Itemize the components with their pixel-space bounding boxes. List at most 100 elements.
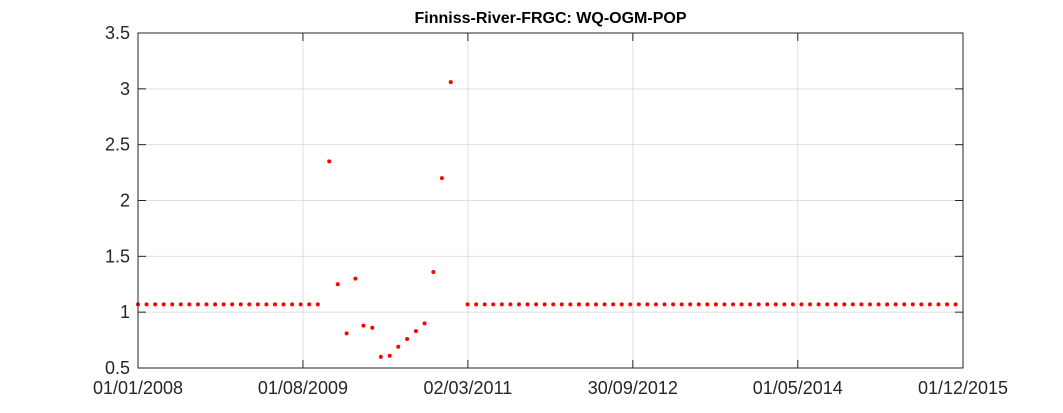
data-point — [247, 302, 252, 307]
data-point — [290, 302, 295, 307]
x-tick-label: 01/12/2015 — [918, 378, 1008, 398]
data-point — [679, 302, 684, 307]
data-point — [516, 302, 521, 307]
data-point — [204, 302, 209, 307]
data-point — [534, 302, 539, 307]
axis-ticks — [137, 32, 964, 369]
data-point — [281, 302, 286, 307]
data-point — [611, 302, 616, 307]
data-point — [327, 159, 332, 164]
data-point — [264, 302, 269, 307]
data-point — [315, 302, 320, 307]
y-tick-label: 1.5 — [105, 246, 130, 266]
data-point — [825, 302, 830, 307]
data-point — [378, 354, 383, 359]
data-point — [594, 302, 599, 307]
y-tick-label: 2 — [120, 191, 130, 211]
data-point — [195, 302, 200, 307]
x-tick-label: 01/01/2008 — [93, 378, 183, 398]
data-point — [508, 302, 513, 307]
data-point — [885, 302, 890, 307]
data-points — [136, 80, 958, 359]
data-point — [335, 282, 340, 287]
x-tick-label: 02/03/2011 — [424, 378, 513, 398]
data-point — [170, 302, 175, 307]
data-point — [272, 302, 277, 307]
data-point — [344, 331, 349, 336]
data-point — [756, 302, 761, 307]
data-point — [867, 302, 872, 307]
data-point — [255, 302, 260, 307]
y-tick-label: 2.5 — [105, 135, 130, 155]
data-point — [396, 344, 401, 349]
data-point — [559, 302, 564, 307]
data-point — [645, 302, 650, 307]
data-point — [628, 302, 633, 307]
data-point — [585, 302, 590, 307]
data-point — [353, 276, 358, 281]
data-point — [739, 302, 744, 307]
data-point — [842, 302, 847, 307]
data-point — [542, 302, 547, 307]
data-point — [499, 302, 504, 307]
x-tick-label: 01/05/2014 — [753, 378, 843, 398]
y-tick-label: 0.5 — [105, 358, 130, 378]
data-point — [790, 302, 795, 307]
data-point — [602, 302, 607, 307]
data-point — [927, 302, 932, 307]
data-point — [893, 302, 898, 307]
data-point — [859, 302, 864, 307]
data-point — [782, 302, 787, 307]
data-point — [551, 302, 556, 307]
data-point — [919, 302, 924, 307]
data-point — [936, 302, 941, 307]
data-point — [370, 325, 375, 330]
data-point — [221, 302, 226, 307]
y-tick-label: 3.5 — [105, 23, 130, 43]
data-point — [474, 302, 479, 307]
x-tick-label: 01/08/2009 — [258, 378, 348, 398]
data-point — [705, 302, 710, 307]
data-point — [953, 302, 958, 307]
data-point — [722, 302, 727, 307]
data-point — [405, 336, 410, 341]
data-point — [161, 302, 166, 307]
data-point — [230, 302, 235, 307]
data-point — [799, 302, 804, 307]
data-point — [465, 302, 470, 307]
data-point — [808, 302, 813, 307]
data-point — [576, 302, 581, 307]
data-point — [653, 302, 658, 307]
data-point — [238, 302, 243, 307]
data-point — [525, 302, 530, 307]
data-point — [688, 302, 693, 307]
data-point — [945, 302, 950, 307]
data-point — [568, 302, 573, 307]
data-point — [619, 302, 624, 307]
data-point — [178, 302, 183, 307]
data-point — [482, 302, 487, 307]
data-point — [910, 302, 915, 307]
x-tick-label: 30/09/2012 — [588, 378, 678, 398]
data-point — [876, 302, 881, 307]
data-point — [448, 80, 453, 85]
data-point — [439, 176, 444, 181]
data-point — [153, 302, 158, 307]
y-tick-label: 1 — [120, 302, 130, 322]
data-point — [850, 302, 855, 307]
tick-labels: 01/01/2008 01/08/2009 02/03/2011 30/09/2012… — [93, 23, 1008, 398]
data-point — [213, 302, 218, 307]
data-point — [748, 302, 753, 307]
data-point — [422, 321, 427, 326]
chart-title: Finniss-River-FRGC: WQ-OGM-POP — [415, 10, 687, 27]
data-point — [662, 302, 667, 307]
data-point — [387, 353, 392, 358]
data-point — [696, 302, 701, 307]
data-point — [187, 302, 192, 307]
data-point — [413, 329, 418, 334]
data-point — [298, 302, 303, 307]
data-point — [636, 302, 641, 307]
data-point — [730, 302, 735, 307]
